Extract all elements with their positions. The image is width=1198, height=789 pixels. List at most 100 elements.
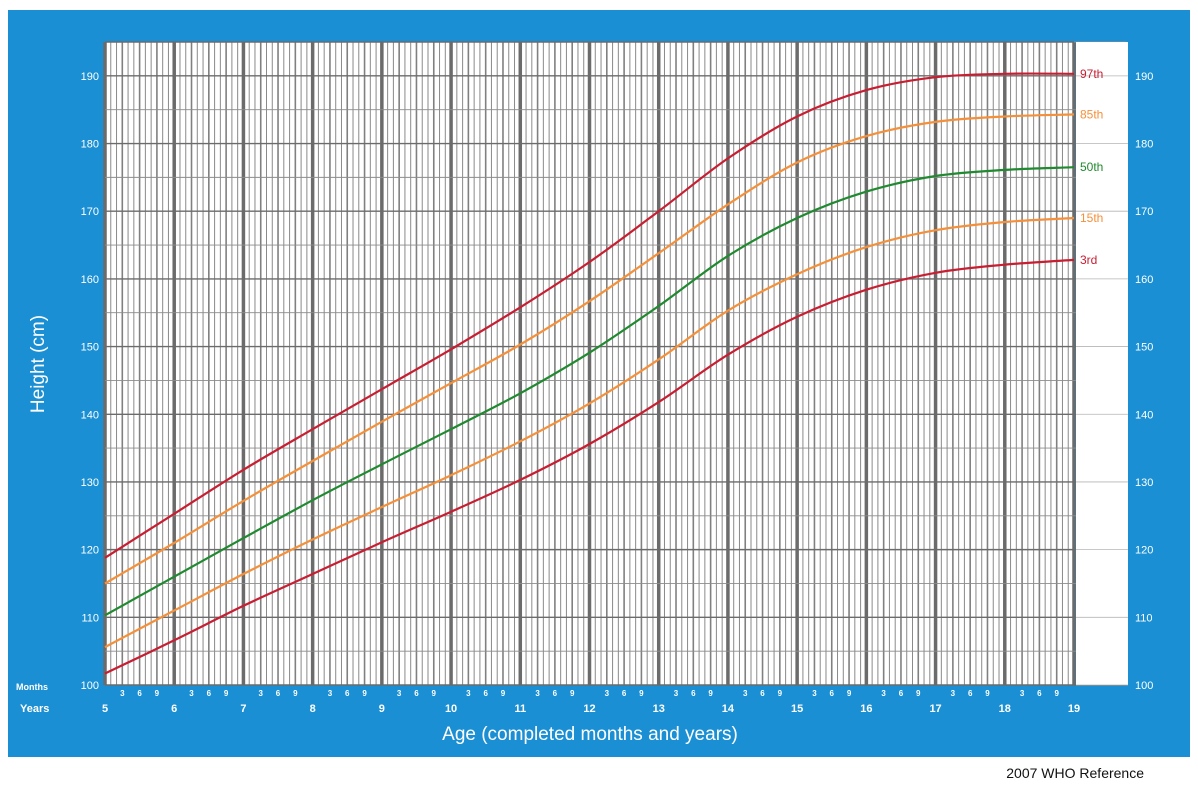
series-label-97th: 97th (1080, 67, 1103, 81)
x-tick-month: 9 (916, 689, 921, 698)
x-tick-year: 11 (514, 703, 526, 715)
y-tick-right: 100 (1135, 680, 1153, 692)
reference-caption: 2007 WHO Reference (1006, 765, 1144, 781)
series-line-3rd (104, 258, 1075, 675)
y-tick-left: 130 (81, 477, 99, 489)
x-tick-month: 9 (501, 689, 506, 698)
x-tick-month: 9 (778, 689, 783, 698)
x-tick-month: 3 (674, 689, 679, 698)
x-tick-month: 3 (259, 689, 264, 698)
x-tick-year: 17 (929, 703, 941, 715)
x-tick-month: 3 (328, 689, 333, 698)
y-tick-left: 120 (81, 545, 99, 557)
x-tick-month: 6 (414, 689, 419, 698)
x-tick-month: 6 (622, 689, 627, 698)
y-tick-right: 140 (1135, 409, 1153, 421)
x-tick-month: 9 (362, 689, 367, 698)
x-tick-month: 3 (535, 689, 540, 698)
x-tick-month: 3 (1020, 689, 1025, 698)
y-tick-left: 170 (81, 206, 99, 218)
x-tick-month: 3 (120, 689, 125, 698)
x-tick-month: 6 (760, 689, 765, 698)
x-tick-month: 6 (1037, 689, 1042, 698)
x-tick-month: 6 (830, 689, 835, 698)
x-tick-month: 3 (189, 689, 194, 698)
y-tick-left: 180 (81, 139, 99, 151)
x-tick-month: 3 (397, 689, 402, 698)
x-tick-month: 9 (985, 689, 990, 698)
y-axis-label: Height (cm) (28, 315, 49, 413)
x-tick-month: 3 (743, 689, 748, 698)
series-lines (104, 72, 1075, 675)
y-tick-left: 190 (81, 71, 99, 83)
series-line-50th (104, 166, 1075, 617)
series-labels: 97th 85th 50th 15th 3rd (1080, 67, 1103, 267)
series-label-50th: 50th (1080, 160, 1103, 174)
x-tick-year: 14 (722, 703, 735, 715)
years-row-label: Years (20, 703, 49, 715)
x-tick-month: 9 (708, 689, 713, 698)
x-tick-month: 6 (345, 689, 350, 698)
x-tick-month: 6 (691, 689, 696, 698)
x-ticks: 5 6 7 8 9 10 11 12 13 14 15 16 17 18 19 3 6 9 3 6 9 3 6 9 3 6 9 3 6 9… (102, 689, 1080, 715)
x-tick-month: 6 (553, 689, 558, 698)
y-tick-left: 110 (81, 612, 99, 624)
grid (103, 41, 1128, 686)
series-label-3rd: 3rd (1080, 253, 1097, 267)
label-column-area (1076, 42, 1128, 685)
x-tick-year: 15 (791, 703, 803, 715)
x-tick-month: 9 (847, 689, 852, 698)
x-tick-month: 3 (466, 689, 471, 698)
x-tick-year: 19 (1068, 703, 1080, 715)
y-tick-right: 110 (1135, 612, 1153, 624)
y-tick-left: 150 (81, 342, 99, 354)
x-tick-month: 6 (137, 689, 142, 698)
x-tick-month: 6 (968, 689, 973, 698)
y-tick-right: 170 (1135, 206, 1153, 218)
series-line-85th (104, 113, 1075, 585)
x-tick-year: 12 (583, 703, 595, 715)
y-tick-left: 140 (81, 409, 99, 421)
x-tick-month: 9 (639, 689, 644, 698)
series-line-97th (104, 72, 1075, 559)
x-tick-month: 9 (1054, 689, 1059, 698)
x-tick-month: 6 (899, 689, 904, 698)
x-tick-month: 6 (483, 689, 488, 698)
x-tick-year: 5 (102, 703, 108, 715)
x-axis-label: Age (completed months and years) (442, 724, 738, 745)
x-tick-month: 9 (432, 689, 437, 698)
series-label-15th: 15th (1080, 211, 1103, 225)
x-tick-year: 6 (171, 703, 177, 715)
chart-panel: 97th 85th 50th 15th 3rd 100 100 110 110 120 120 13… (8, 10, 1190, 757)
x-tick-month: 3 (951, 689, 956, 698)
x-tick-year: 10 (445, 703, 457, 715)
x-tick-month: 6 (207, 689, 212, 698)
x-tick-year: 18 (999, 703, 1011, 715)
x-tick-month: 3 (605, 689, 610, 698)
y-tick-right: 190 (1135, 71, 1153, 83)
x-tick-month: 3 (812, 689, 817, 698)
series-label-85th: 85th (1080, 107, 1103, 121)
series-line-15th (104, 216, 1075, 649)
x-tick-month: 6 (276, 689, 281, 698)
x-tick-year: 7 (240, 703, 246, 715)
y-tick-right: 130 (1135, 477, 1153, 489)
y-tick-right: 160 (1135, 274, 1153, 286)
x-tick-month: 9 (293, 689, 298, 698)
x-tick-year: 9 (379, 703, 385, 715)
x-tick-year: 8 (310, 703, 316, 715)
x-tick-year: 16 (860, 703, 872, 715)
x-tick-month: 3 (881, 689, 886, 698)
x-tick-month: 9 (155, 689, 160, 698)
x-tick-month: 9 (224, 689, 229, 698)
y-tick-left: 160 (81, 274, 99, 286)
growth-chart: 97th 85th 50th 15th 3rd 100 100 110 110 120 120 13… (16, 41, 1154, 745)
y-tick-right: 120 (1135, 545, 1153, 557)
y-ticks: 100 100 110 110 120 120 130 130 140 140 150 150 160 1… (81, 71, 1154, 692)
x-tick-month: 9 (570, 689, 575, 698)
y-tick-right: 150 (1135, 342, 1153, 354)
y-tick-left: 100 (81, 680, 99, 692)
months-row-label: Months (16, 682, 48, 692)
y-tick-right: 180 (1135, 139, 1153, 151)
x-tick-year: 13 (653, 703, 665, 715)
